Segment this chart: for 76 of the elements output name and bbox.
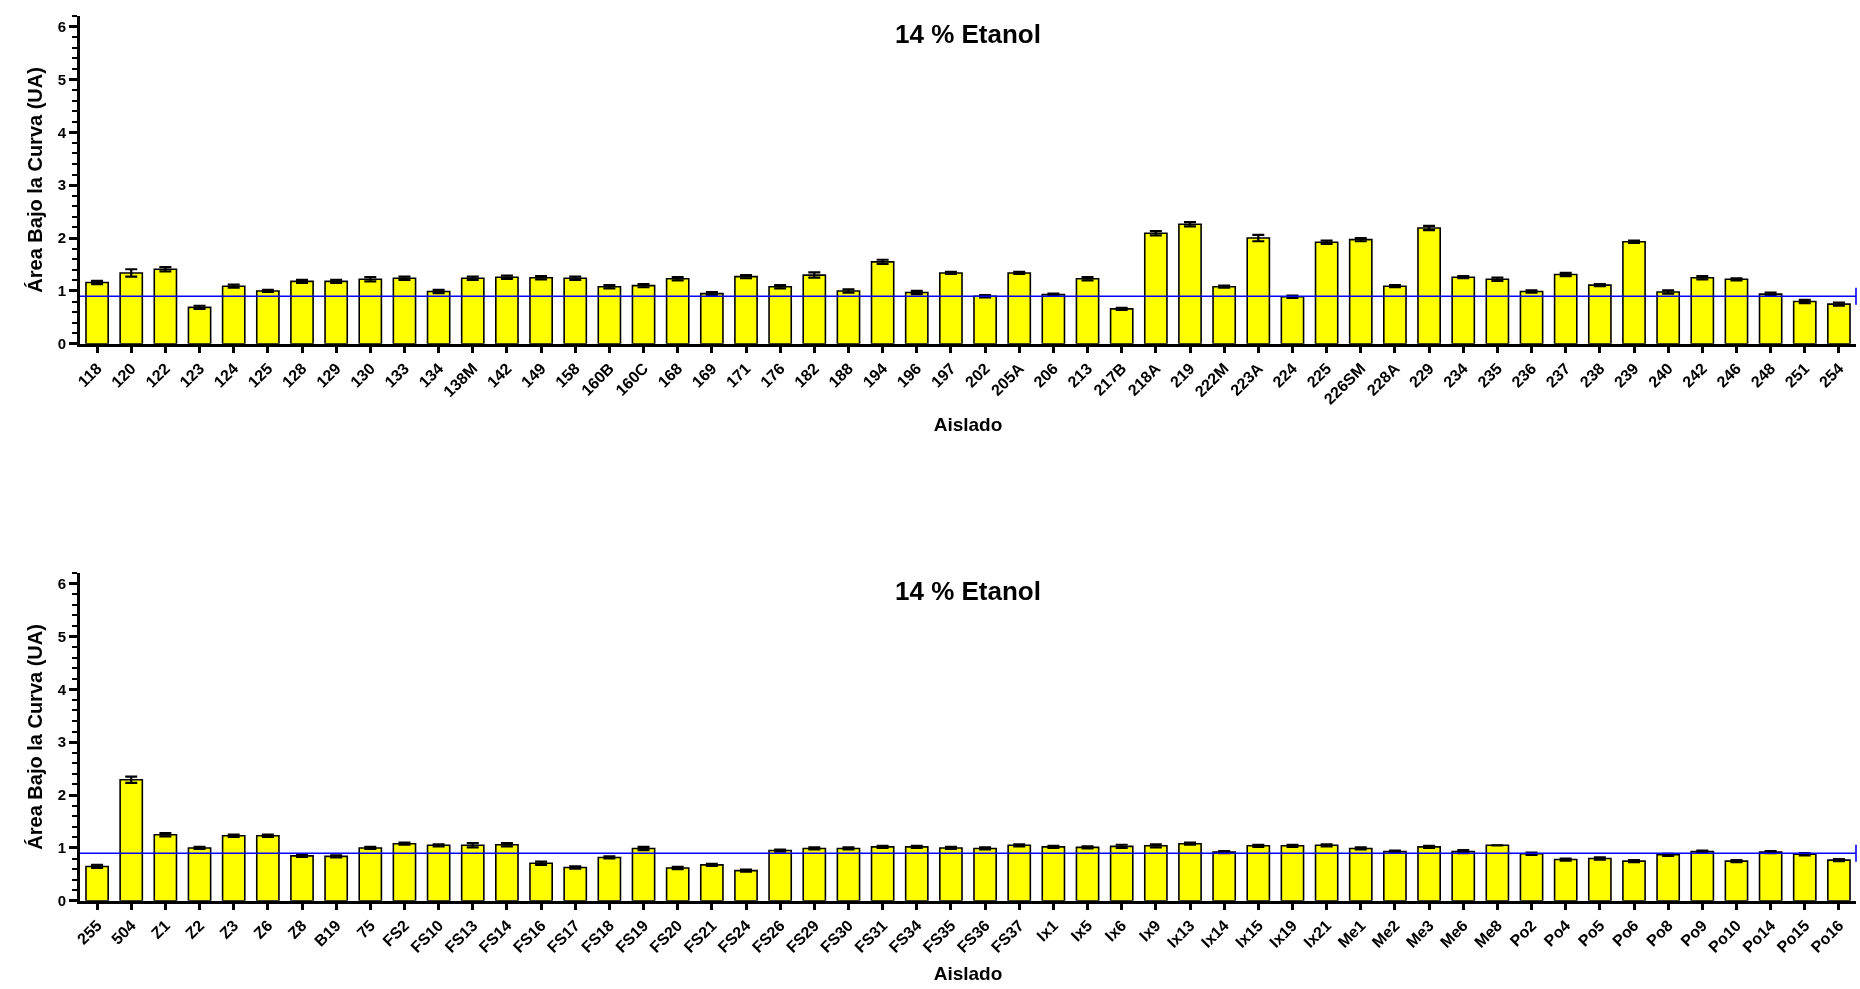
x-tick-label: 169 <box>688 359 720 391</box>
x-tick-label: 254 <box>1815 359 1847 391</box>
chart-title: 14 % Etanol <box>895 576 1041 606</box>
x-axis-title: Aislado <box>933 414 1003 436</box>
y-tick-label: 3 <box>57 176 66 194</box>
y-tick-label: 2 <box>57 786 66 804</box>
y-tick-label: 1 <box>57 839 66 857</box>
x-tick-label: 194 <box>859 359 891 391</box>
x-tick-label: 239 <box>1610 359 1642 391</box>
x-tick-label: 75 <box>353 916 379 942</box>
y-tick-label: 0 <box>57 335 66 353</box>
x-tick-label: 171 <box>722 359 754 391</box>
y-tick-label: 6 <box>57 17 66 35</box>
x-tick-label: 504 <box>108 916 140 948</box>
y-tick-label: 4 <box>57 123 67 141</box>
x-tick-label: B19 <box>311 916 344 950</box>
x-tick-label: 130 <box>347 359 379 391</box>
x-tick-label: Z6 <box>250 916 276 942</box>
y-tick-label: 5 <box>57 627 66 645</box>
x-tick-label: 124 <box>210 359 242 391</box>
y-axis-title: Área Bajo la Curva (UA) <box>24 67 47 293</box>
x-tick-label: 176 <box>757 359 788 391</box>
x-tick-label: Me1 <box>1334 916 1369 951</box>
x-tick-label: 123 <box>176 359 208 391</box>
x-tick-label: 120 <box>108 359 140 391</box>
x-tick-label: Z2 <box>182 916 208 942</box>
x-tick-label: 237 <box>1542 359 1574 391</box>
x-tick-label: 133 <box>381 359 413 391</box>
x-tick-label: 168 <box>654 359 686 391</box>
x-tick-label: 246 <box>1713 359 1745 391</box>
x-tick-label: 118 <box>74 359 105 391</box>
x-tick-label: 242 <box>1679 359 1711 391</box>
y-tick-label: 0 <box>57 892 66 910</box>
y-tick-label: 5 <box>57 70 66 88</box>
x-tick-label: Z3 <box>216 916 242 942</box>
y-tick-label: 1 <box>57 282 66 300</box>
x-tick-label: Ix21 <box>1300 916 1335 951</box>
y-tick-label: 3 <box>57 733 66 751</box>
x-tick-label: Po8 <box>1643 916 1676 950</box>
x-tick-label: 238 <box>1576 359 1608 391</box>
x-tick-label: Ix6 <box>1101 916 1130 945</box>
x-tick-label: Po4 <box>1540 916 1574 950</box>
x-tick-label: 128 <box>278 359 310 391</box>
x-tick-label: 234 <box>1440 359 1472 391</box>
x-tick-label: 182 <box>791 359 823 391</box>
x-tick-label: Ix1 <box>1033 916 1062 945</box>
x-tick-label: 224 <box>1269 359 1301 391</box>
x-tick-label: 248 <box>1747 359 1779 391</box>
x-tick-label: 129 <box>313 359 344 391</box>
x-tick-label: 206 <box>1030 359 1062 391</box>
y-axis-title: Área Bajo la Curva (UA) <box>24 624 47 850</box>
x-tick-label: 235 <box>1474 359 1506 391</box>
x-tick-label: Z1 <box>147 916 174 942</box>
x-tick-label: 188 <box>825 359 857 391</box>
x-tick-label: 142 <box>483 359 515 391</box>
x-tick-label: 251 <box>1781 359 1813 391</box>
y-tick-label: 2 <box>57 229 66 247</box>
x-tick-label: Ix9 <box>1135 916 1164 945</box>
x-tick-label: 149 <box>517 359 549 391</box>
y-tick-label: 6 <box>57 574 66 592</box>
x-tick-label: 229 <box>1405 359 1437 391</box>
x-tick-label: Ix5 <box>1067 916 1096 945</box>
chart-title: 14 % Etanol <box>895 19 1041 49</box>
x-tick-label: 122 <box>142 359 174 391</box>
x-tick-label: 197 <box>927 359 959 391</box>
x-tick-label: Po2 <box>1506 916 1540 950</box>
x-tick-label: Po5 <box>1574 916 1608 950</box>
x-tick-label: 240 <box>1645 359 1676 391</box>
y-tick-label: 4 <box>57 680 67 698</box>
x-tick-label: 196 <box>893 359 925 391</box>
x-axis-title: Aislado <box>933 962 1003 984</box>
x-tick-label: Po6 <box>1609 916 1642 950</box>
x-tick-label: 255 <box>73 916 105 948</box>
x-tick-label: 125 <box>244 359 276 391</box>
x-tick-label: Z8 <box>284 916 310 942</box>
x-tick-label: 236 <box>1508 359 1540 391</box>
